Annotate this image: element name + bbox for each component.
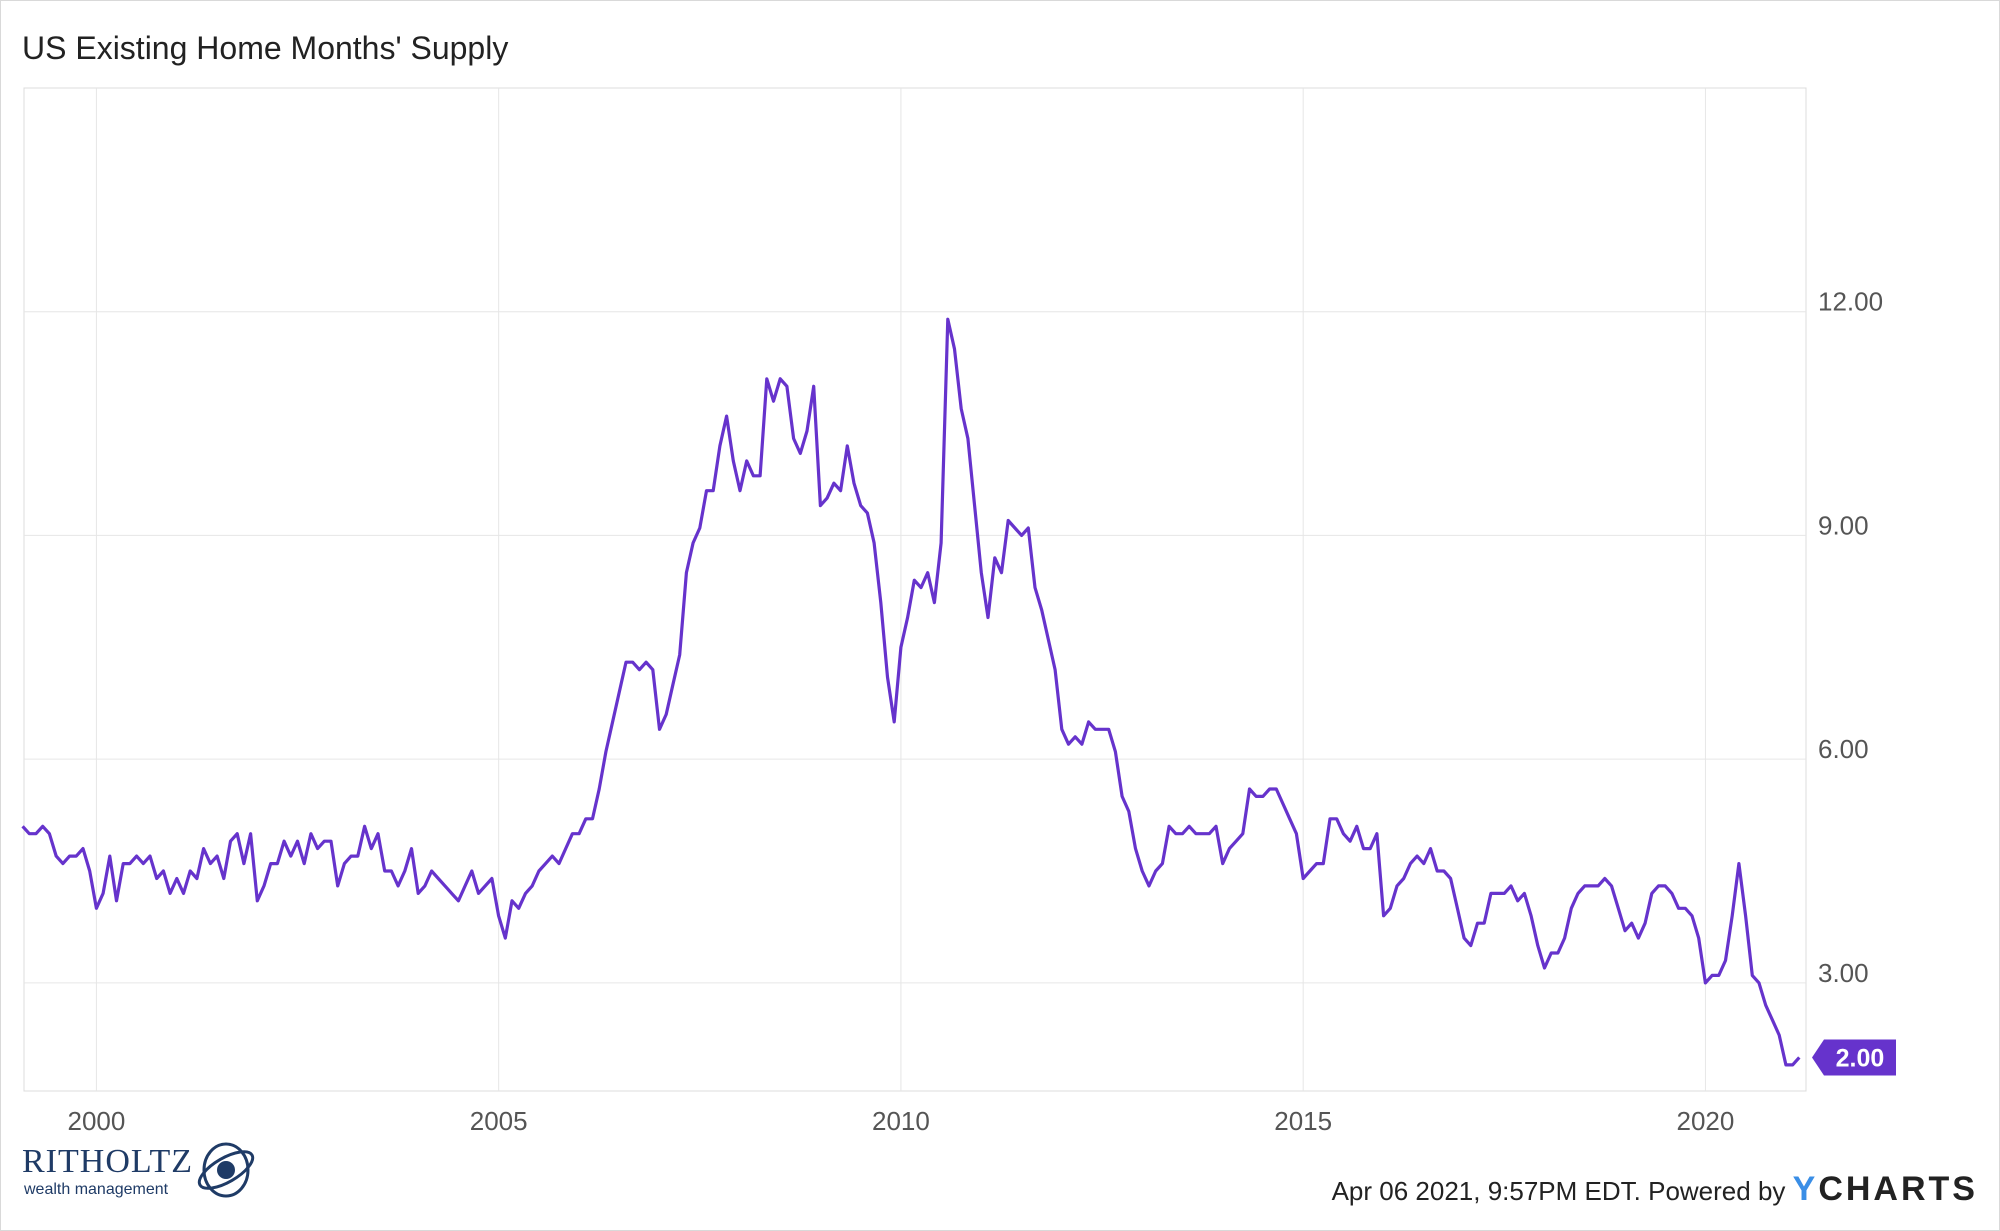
y-tick-label: 12.00 <box>1818 287 1883 317</box>
globe-logo-icon <box>197 1142 255 1198</box>
logo-subtitle: wealth management <box>24 1181 169 1198</box>
chart-title: US Existing Home Months' Supply <box>22 30 509 66</box>
plot-area <box>23 87 1807 1092</box>
last-value-label: 2.00 <box>1836 1044 1885 1072</box>
chart-footer: Apr 06 2021, 9:57PM EDT. Powered by YCHA… <box>1332 1170 1978 1209</box>
timestamp-text: Apr 06 2021, 9:57PM EDT. Powered by <box>1331 1176 1786 1206</box>
logo-name: RITHOLTZ <box>22 1143 194 1180</box>
last-value-badge <box>1812 1039 1896 1076</box>
y-tick-label: 9.00 <box>1818 510 1869 540</box>
x-tick-label: 2015 <box>1274 1106 1332 1136</box>
x-tick-label: 2000 <box>67 1106 125 1136</box>
ritholtz-logo: RITHOLTZ wealth management <box>22 1137 262 1207</box>
ycharts-y: Y <box>1792 1170 1819 1208</box>
series-line <box>21 317 1801 1067</box>
x-tick-label: 2020 <box>1677 1106 1735 1136</box>
x-tick-label: 2005 <box>470 1106 528 1136</box>
ycharts-brand[interactable]: YCHARTS <box>1793 1170 1978 1208</box>
ycharts-rest: CHARTS <box>1818 1170 1978 1208</box>
x-tick-label: 2010 <box>872 1106 930 1136</box>
y-tick-label: 6.00 <box>1818 734 1869 764</box>
y-tick-label: 3.00 <box>1818 958 1869 988</box>
